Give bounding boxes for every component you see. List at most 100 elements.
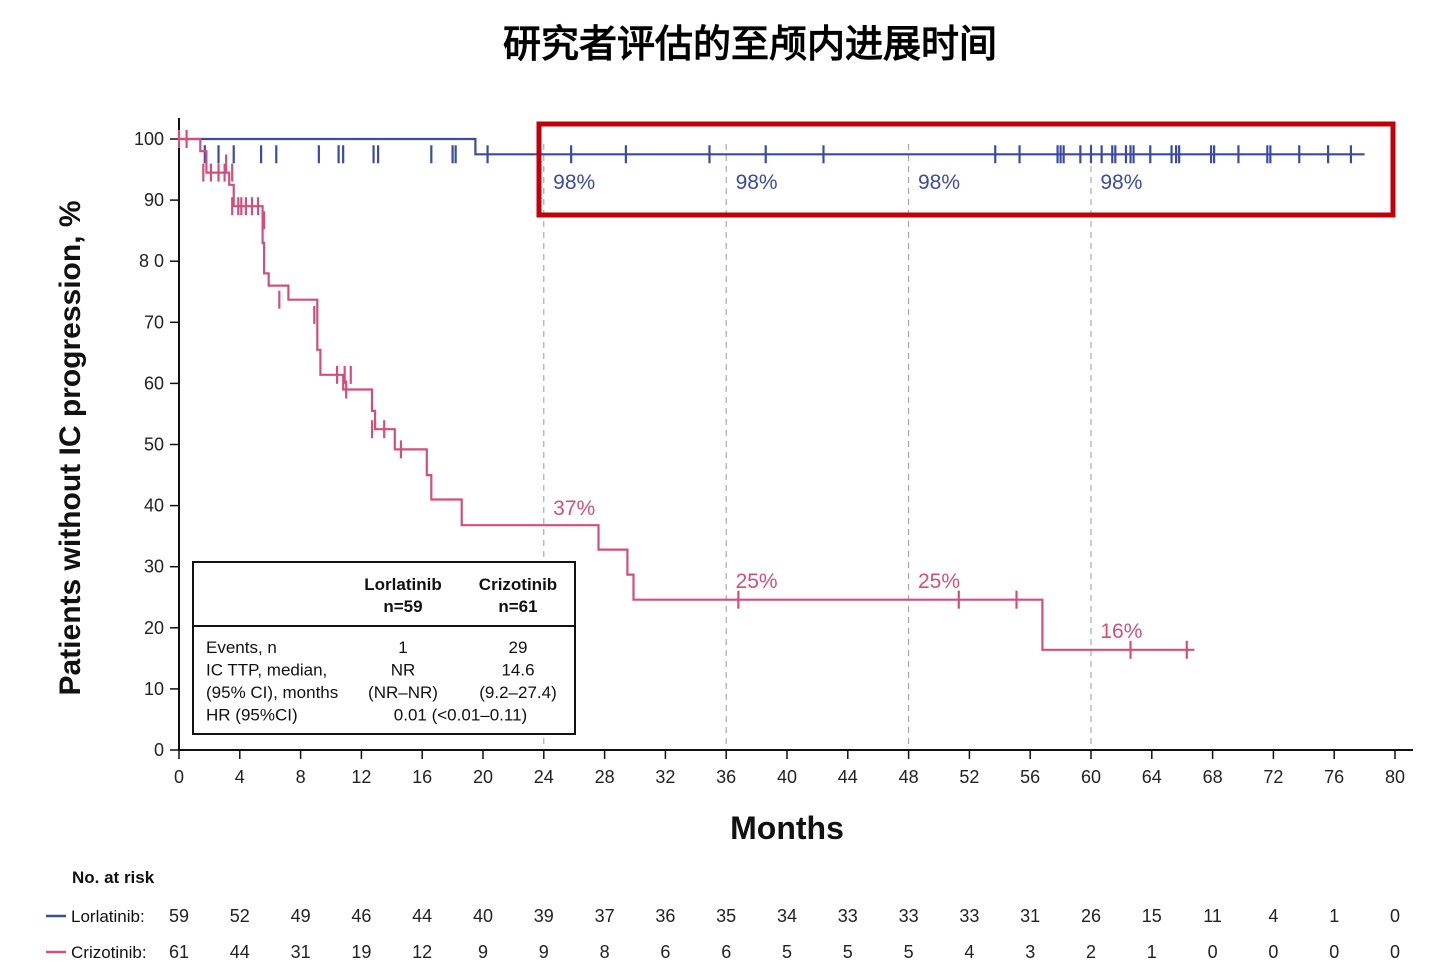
risk-value-crizotinib: 2 — [1086, 942, 1096, 962]
risk-value-crizotinib: 5 — [782, 942, 792, 962]
x-tick-label: 8 — [296, 767, 306, 787]
y-tick-label: 70 — [144, 312, 164, 332]
x-tick-label: 36 — [716, 767, 736, 787]
x-tick-label: 4 — [235, 767, 245, 787]
risk-value-crizotinib: 0 — [1208, 942, 1218, 962]
x-tick-label: 60 — [1081, 767, 1101, 787]
risk-value-lorlatinib: 40 — [473, 906, 493, 926]
risk-value-crizotinib: 0 — [1329, 942, 1339, 962]
x-tick-label: 44 — [838, 767, 858, 787]
risk-value-lorlatinib: 33 — [838, 906, 858, 926]
axes: 0 4 8 12 16 20 24 28 32 36 40 44 48 52 56 60 64 68 72 76 800… — [134, 118, 1413, 787]
y-tick-label: 0 — [154, 740, 164, 760]
x-tick-label: 12 — [351, 767, 371, 787]
risk-value-crizotinib: 9 — [478, 942, 488, 962]
risk-table-title: No. at risk — [72, 868, 155, 887]
legend-header-crizotinib-n: n=61 — [498, 597, 537, 616]
x-tick-label: 24 — [534, 767, 554, 787]
legend-row-label: IC TTP, median, — [206, 661, 327, 680]
risk-row-label-lorlatinib: Lorlatinib: — [71, 907, 145, 926]
risk-value-lorlatinib: 35 — [716, 906, 736, 926]
risk-value-lorlatinib: 44 — [412, 906, 432, 926]
crizotinib-rate-label: 16% — [1100, 620, 1142, 643]
risk-value-crizotinib: 31 — [291, 942, 311, 962]
legend-row-combined: 0.01 (<0.01–0.11) — [394, 706, 527, 725]
legend-row-crizotinib: (9.2–27.4) — [479, 683, 557, 702]
legend-header-crizotinib: Crizotinib — [479, 575, 557, 594]
y-tick-label: 8 0 — [139, 251, 164, 271]
risk-value-lorlatinib: 33 — [959, 906, 979, 926]
risk-value-crizotinib: 4 — [964, 942, 974, 962]
chart-title: 研究者评估的至颅内进展时间 — [503, 22, 997, 66]
risk-value-lorlatinib: 36 — [655, 906, 675, 926]
risk-value-crizotinib: 61 — [169, 942, 189, 962]
y-tick-label: 60 — [144, 373, 164, 393]
risk-value-crizotinib: 6 — [721, 942, 731, 962]
y-tick-label: 20 — [144, 618, 164, 638]
risk-value-lorlatinib: 1 — [1329, 906, 1339, 926]
legend-row-crizotinib: 14.6 — [501, 661, 534, 680]
risk-value-lorlatinib: 34 — [777, 906, 797, 926]
x-tick-label: 32 — [655, 767, 675, 787]
risk-value-crizotinib: 19 — [351, 942, 371, 962]
risk-value-crizotinib: 8 — [600, 942, 610, 962]
y-tick-label: 100 — [134, 129, 164, 149]
risk-value-lorlatinib: 33 — [899, 906, 919, 926]
risk-value-crizotinib: 9 — [539, 942, 549, 962]
reference-lines — [543, 144, 1092, 750]
x-tick-label: 40 — [777, 767, 797, 787]
x-tick-label: 68 — [1203, 767, 1223, 787]
x-tick-label: 56 — [1020, 767, 1040, 787]
x-tick-label: 16 — [412, 767, 432, 787]
risk-value-crizotinib: 0 — [1390, 942, 1400, 962]
risk-value-lorlatinib: 49 — [291, 906, 311, 926]
risk-value-lorlatinib: 26 — [1081, 906, 1101, 926]
risk-value-lorlatinib: 11 — [1203, 906, 1222, 926]
risk-value-lorlatinib: 31 — [1020, 906, 1040, 926]
risk-value-crizotinib: 0 — [1268, 942, 1278, 962]
x-tick-label: 28 — [595, 767, 615, 787]
legend-row-label: (95% CI), months — [206, 683, 338, 702]
y-tick-label: 90 — [144, 190, 164, 210]
legend-box — [192, 561, 576, 735]
y-tick-label: 30 — [144, 557, 164, 577]
x-tick-label: 0 — [174, 767, 184, 787]
x-tick-label: 72 — [1263, 767, 1283, 787]
series-layer — [177, 130, 1365, 659]
highlight-box — [536, 121, 1396, 218]
risk-value-lorlatinib: 0 — [1390, 906, 1400, 926]
legend-header-lorlatinib-n: n=59 — [383, 597, 422, 616]
risk-row-label-crizotinib: Crizotinib: — [71, 943, 147, 962]
risk-value-crizotinib: 5 — [904, 942, 914, 962]
x-axis-label: Months — [730, 810, 844, 846]
risk-value-crizotinib: 3 — [1025, 942, 1035, 962]
legend-row-lorlatinib: 1 — [398, 638, 407, 657]
risk-value-crizotinib: 12 — [412, 942, 432, 962]
crizotinib-rate-label: 25% — [918, 570, 960, 593]
y-tick-label: 10 — [144, 679, 164, 699]
risk-value-lorlatinib: 46 — [351, 906, 371, 926]
legend-row-crizotinib: 29 — [509, 638, 528, 657]
risk-value-crizotinib: 5 — [843, 942, 853, 962]
crizotinib-rate-label: 37% — [553, 497, 595, 520]
lorlatinib-rate-label: 98% — [918, 171, 960, 194]
lorlatinib-rate-label: 98% — [736, 171, 778, 194]
x-tick-label: 48 — [899, 767, 919, 787]
legend-row-lorlatinib: (NR–NR) — [368, 683, 438, 702]
lorlatinib-rate-label: 98% — [553, 171, 595, 194]
x-tick-label: 80 — [1385, 767, 1405, 787]
x-tick-label: 76 — [1324, 767, 1344, 787]
crizotinib-rate-label: 25% — [736, 570, 778, 593]
risk-value-crizotinib: 44 — [230, 942, 250, 962]
risk-value-lorlatinib: 52 — [230, 906, 250, 926]
y-tick-label: 50 — [144, 435, 164, 455]
risk-value-crizotinib: 6 — [660, 942, 670, 962]
y-axis-label: Patients without IC progression, % — [54, 200, 87, 695]
y-tick-label: 40 — [144, 496, 164, 516]
legend-row-label: Events, n — [206, 638, 277, 657]
x-tick-label: 64 — [1142, 767, 1162, 787]
x-tick-label: 20 — [473, 767, 493, 787]
